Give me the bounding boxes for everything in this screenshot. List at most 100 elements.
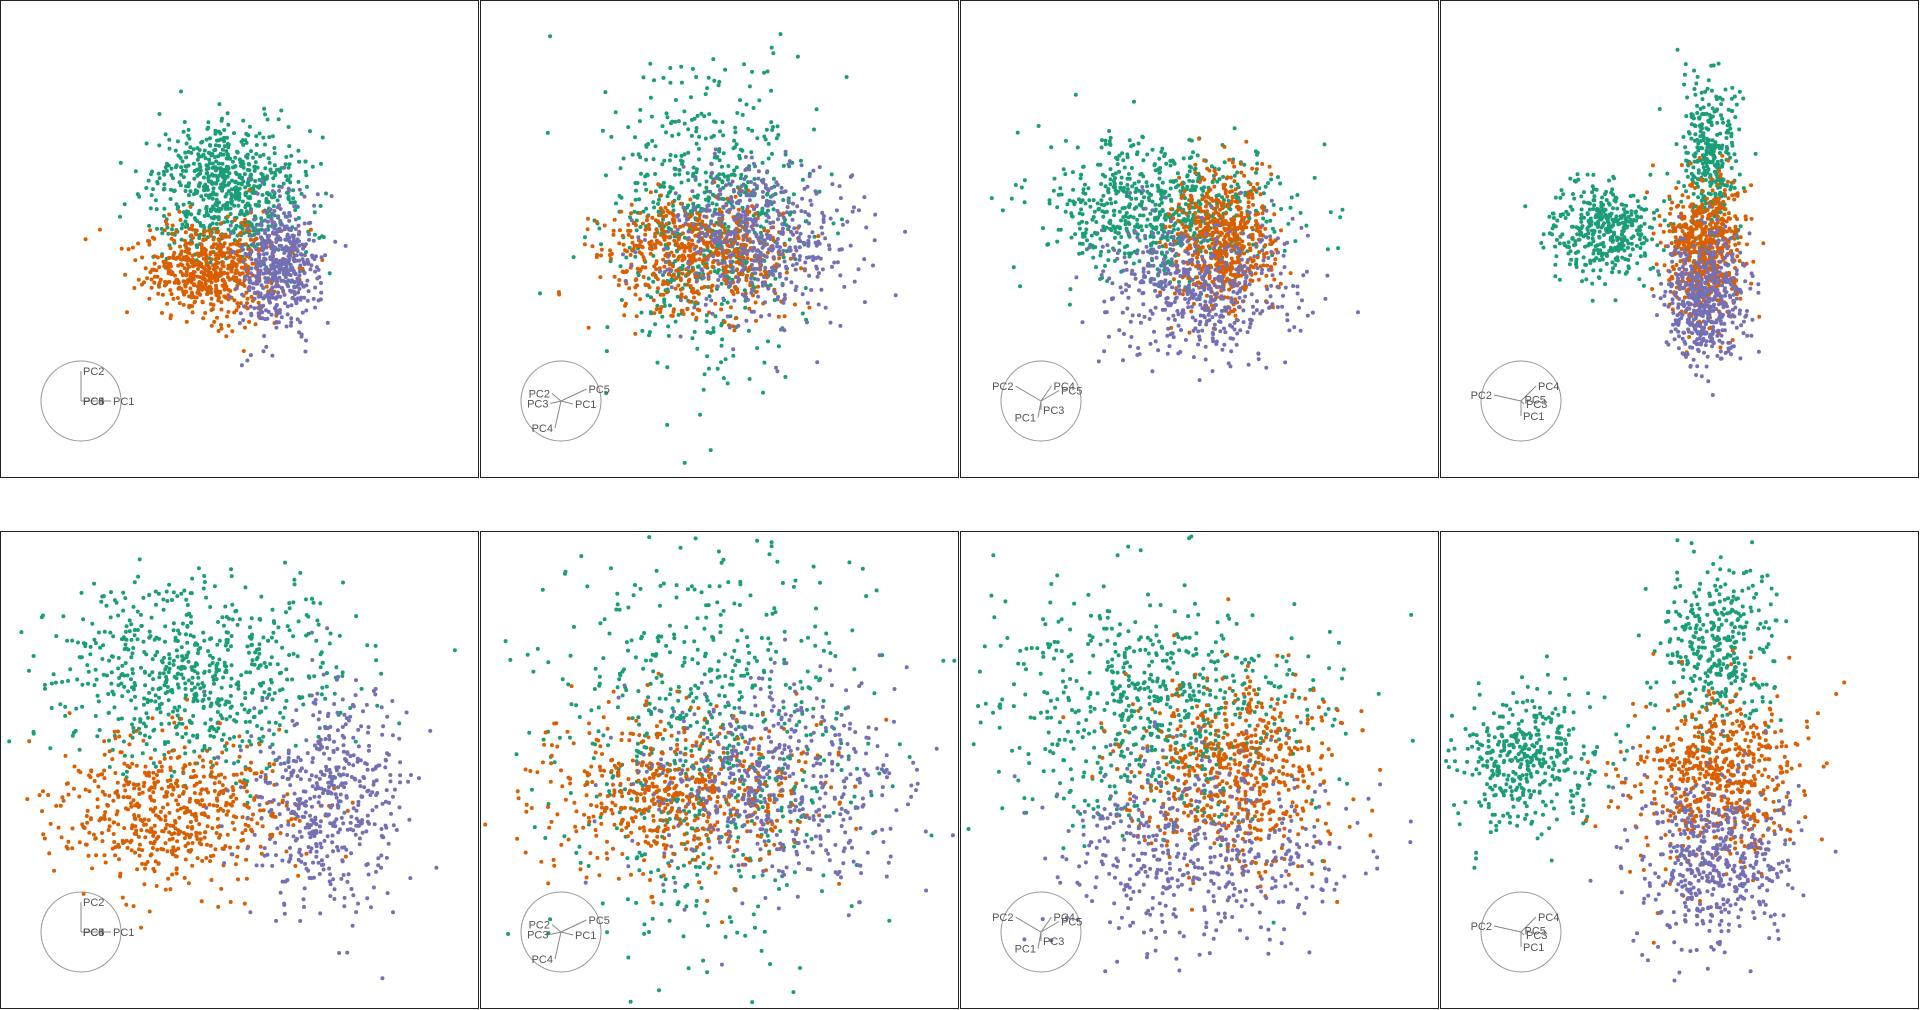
data-point <box>1108 221 1113 226</box>
data-point <box>638 155 643 160</box>
data-point <box>688 284 693 289</box>
data-point <box>1195 275 1200 280</box>
data-point <box>219 300 224 305</box>
data-point <box>249 149 253 154</box>
data-point <box>265 117 270 122</box>
data-point <box>1090 217 1095 222</box>
data-point <box>304 338 308 343</box>
data-point <box>271 275 276 280</box>
data-point <box>183 189 188 193</box>
data-point <box>222 144 227 149</box>
data-point <box>1087 198 1092 203</box>
data-point <box>786 162 791 167</box>
data-point <box>787 159 792 164</box>
data-point <box>686 272 690 277</box>
data-point <box>1113 200 1118 205</box>
data-point <box>753 300 758 305</box>
data-point <box>286 125 291 129</box>
data-point <box>724 201 729 206</box>
data-point <box>699 286 704 290</box>
data-point <box>233 170 238 175</box>
data-point <box>228 212 233 216</box>
data-point <box>816 302 821 307</box>
data-point <box>1204 250 1209 254</box>
data-point <box>1322 142 1327 147</box>
data-point <box>1261 191 1266 196</box>
data-point <box>703 170 708 175</box>
data-point <box>1239 217 1244 222</box>
data-point <box>685 282 690 287</box>
data-point <box>255 280 260 285</box>
data-point <box>203 248 208 253</box>
data-point <box>731 205 736 210</box>
data-point <box>1239 211 1244 215</box>
data-point <box>1187 279 1192 284</box>
data-point <box>705 257 710 261</box>
data-point <box>175 139 180 144</box>
data-point <box>245 202 250 207</box>
data-point <box>308 267 313 272</box>
data-point <box>1111 208 1116 213</box>
data-point <box>1124 190 1129 195</box>
data-point <box>270 189 275 194</box>
data-point <box>694 315 699 320</box>
data-point <box>180 168 185 173</box>
data-point <box>670 200 675 205</box>
scatter-panel: PC1 PC2 PC3 PC4 PC5 <box>960 0 1439 478</box>
data-point <box>296 179 301 184</box>
data-point <box>651 253 656 258</box>
data-point <box>823 236 828 241</box>
data-point <box>815 360 820 365</box>
data-point <box>1260 162 1265 166</box>
data-point <box>608 248 613 253</box>
data-point <box>707 294 712 299</box>
data-point <box>223 194 228 199</box>
data-point <box>671 217 676 221</box>
data-point <box>297 273 302 278</box>
data-point <box>742 288 747 293</box>
data-point <box>1082 182 1087 187</box>
data-point <box>662 237 667 242</box>
data-point <box>136 241 141 246</box>
data-point <box>678 278 683 283</box>
data-point <box>654 307 659 312</box>
data-point <box>264 200 269 204</box>
data-point <box>234 308 239 313</box>
data-point <box>651 200 656 205</box>
data-point <box>1264 273 1269 278</box>
data-point <box>658 310 663 315</box>
data-point <box>645 218 649 223</box>
data-point <box>634 188 638 193</box>
data-point <box>1183 202 1188 207</box>
data-point <box>775 241 780 246</box>
data-point <box>1261 216 1266 221</box>
data-point <box>284 174 289 179</box>
data-point <box>1077 197 1081 202</box>
data-point <box>1160 251 1164 256</box>
data-point <box>1079 172 1084 177</box>
data-point <box>244 242 248 247</box>
data-point <box>1108 182 1113 187</box>
data-point <box>694 129 699 134</box>
data-point <box>690 242 695 247</box>
data-point <box>717 172 722 177</box>
data-point <box>820 231 825 236</box>
data-point <box>798 254 802 259</box>
data-point <box>184 214 189 219</box>
data-point <box>834 208 839 213</box>
data-point <box>170 231 174 236</box>
data-point <box>1051 188 1056 193</box>
data-point <box>222 252 227 257</box>
data-point <box>767 269 772 274</box>
data-point <box>657 197 661 202</box>
data-point <box>816 239 821 244</box>
data-point <box>1068 287 1073 292</box>
data-point <box>721 248 725 253</box>
data-point <box>769 120 774 125</box>
data-point <box>160 292 165 297</box>
data-point <box>693 176 698 181</box>
data-point <box>724 255 729 260</box>
data-point <box>1159 149 1164 154</box>
data-point <box>270 195 275 200</box>
data-point <box>307 232 312 237</box>
